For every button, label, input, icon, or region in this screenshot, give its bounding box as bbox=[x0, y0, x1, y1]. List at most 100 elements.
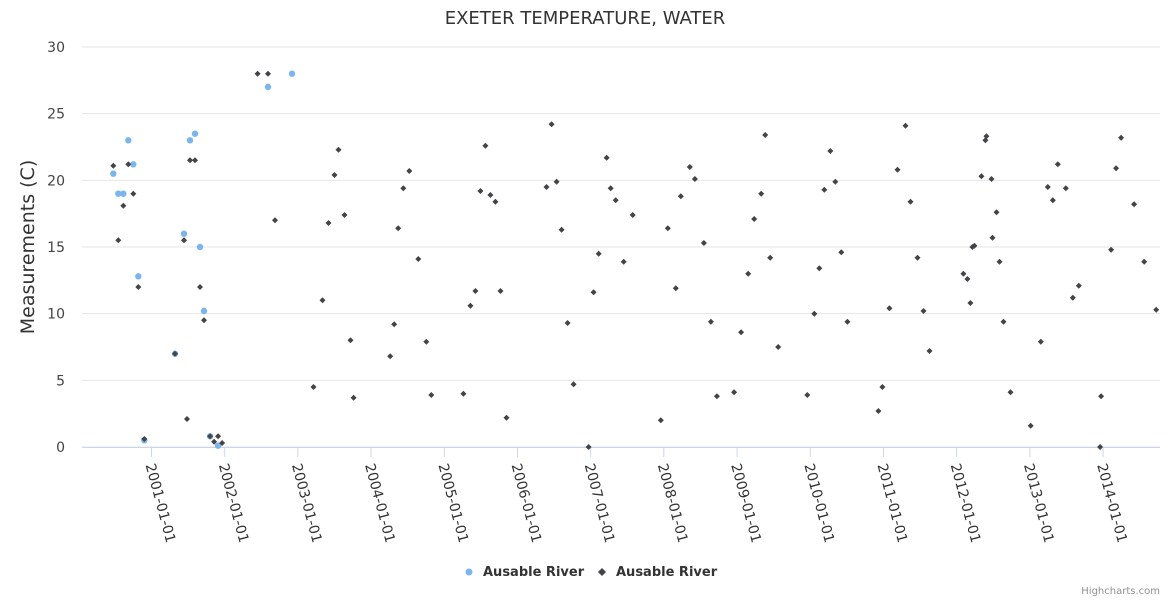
data-point[interactable] bbox=[482, 142, 489, 149]
data-point[interactable] bbox=[993, 209, 1000, 216]
data-point[interactable] bbox=[1027, 422, 1034, 429]
data-point[interactable] bbox=[400, 185, 407, 192]
data-point[interactable] bbox=[1062, 185, 1069, 192]
data-point[interactable] bbox=[548, 121, 555, 128]
data-point[interactable] bbox=[894, 166, 901, 173]
data-point[interactable] bbox=[811, 310, 818, 317]
data-point[interactable] bbox=[989, 234, 996, 241]
data-point[interactable] bbox=[467, 302, 474, 309]
data-point[interactable] bbox=[603, 154, 610, 161]
data-point[interactable] bbox=[629, 212, 636, 218]
data-point[interactable] bbox=[607, 185, 614, 192]
data-point[interactable] bbox=[775, 344, 782, 350]
data-point[interactable] bbox=[1000, 318, 1007, 325]
data-point[interactable] bbox=[751, 216, 758, 222]
data-point[interactable] bbox=[120, 190, 127, 197]
data-point[interactable] bbox=[187, 157, 193, 164]
data-point[interactable] bbox=[503, 414, 510, 421]
data-point[interactable] bbox=[713, 393, 720, 400]
data-point[interactable] bbox=[595, 250, 602, 257]
data-point[interactable] bbox=[564, 320, 571, 326]
data-point[interactable] bbox=[125, 161, 132, 168]
data-point[interactable] bbox=[460, 390, 467, 397]
data-point[interactable] bbox=[395, 225, 402, 232]
data-point[interactable] bbox=[1108, 246, 1115, 253]
data-point[interactable] bbox=[115, 237, 122, 244]
data-point[interactable] bbox=[570, 381, 577, 388]
data-point[interactable] bbox=[115, 190, 122, 197]
data-point[interactable] bbox=[672, 285, 679, 292]
data-point[interactable] bbox=[191, 130, 199, 137]
data-point[interactable] bbox=[914, 254, 921, 261]
data-point[interactable] bbox=[978, 173, 985, 180]
data-point[interactable] bbox=[1118, 134, 1125, 141]
data-point[interactable] bbox=[1049, 197, 1056, 204]
data-point[interactable] bbox=[1098, 393, 1105, 400]
credits[interactable]: Highcharts.com bbox=[1081, 586, 1160, 597]
data-point[interactable] bbox=[120, 202, 127, 209]
data-point[interactable] bbox=[1044, 184, 1051, 190]
data-point[interactable] bbox=[686, 164, 693, 170]
data-point[interactable] bbox=[838, 249, 845, 256]
data-point[interactable] bbox=[827, 148, 834, 154]
data-point[interactable] bbox=[620, 258, 627, 265]
data-point[interactable] bbox=[288, 70, 296, 77]
data-point[interactable] bbox=[1131, 201, 1138, 208]
data-point[interactable] bbox=[745, 270, 752, 277]
data-point[interactable] bbox=[211, 438, 218, 445]
data-point[interactable] bbox=[325, 220, 332, 226]
data-point[interactable] bbox=[612, 197, 619, 204]
data-point[interactable] bbox=[172, 350, 178, 357]
data-point[interactable] bbox=[996, 258, 1003, 265]
data-point[interactable] bbox=[186, 137, 194, 144]
data-point[interactable] bbox=[844, 318, 851, 325]
data-point[interactable] bbox=[988, 176, 995, 182]
data-point[interactable] bbox=[707, 318, 714, 325]
data-point[interactable] bbox=[558, 226, 565, 233]
data-point[interactable] bbox=[553, 178, 560, 185]
data-point[interactable] bbox=[832, 178, 839, 185]
data-point[interactable] bbox=[391, 321, 398, 328]
data-point[interactable] bbox=[902, 122, 909, 129]
data-point[interactable] bbox=[207, 433, 214, 440]
data-point[interactable] bbox=[200, 307, 208, 315]
legend-item-1[interactable]: Ausable River bbox=[465, 565, 585, 580]
data-point[interactable] bbox=[967, 300, 974, 306]
data-point[interactable] bbox=[130, 161, 137, 168]
data-point[interactable] bbox=[135, 273, 142, 280]
legend[interactable]: Ausable River Ausable River bbox=[465, 565, 718, 580]
data-point[interactable] bbox=[219, 440, 226, 446]
data-point[interactable] bbox=[1153, 306, 1160, 313]
data-point[interactable] bbox=[272, 217, 278, 224]
data-point[interactable] bbox=[920, 308, 927, 314]
data-point[interactable] bbox=[110, 170, 117, 177]
data-point[interactable] bbox=[180, 230, 188, 237]
data-point[interactable] bbox=[125, 137, 132, 144]
data-point[interactable] bbox=[406, 168, 413, 174]
data-point[interactable] bbox=[1069, 294, 1076, 301]
data-point[interactable] bbox=[181, 237, 187, 244]
data-point[interactable] bbox=[1075, 282, 1082, 289]
data-point[interactable] bbox=[960, 270, 967, 277]
data-point[interactable] bbox=[192, 157, 198, 164]
data-point[interactable] bbox=[731, 389, 738, 396]
data-point[interactable] bbox=[657, 417, 664, 424]
series-dark[interactable] bbox=[110, 70, 1160, 450]
data-point[interactable] bbox=[310, 384, 317, 390]
data-point[interactable] bbox=[331, 172, 338, 178]
data-point[interactable] bbox=[341, 212, 348, 218]
data-point[interactable] bbox=[184, 416, 190, 422]
data-point[interactable] bbox=[423, 338, 430, 345]
data-point[interactable] bbox=[487, 192, 494, 198]
data-point[interactable] bbox=[767, 254, 774, 261]
data-point[interactable] bbox=[1037, 338, 1044, 345]
data-point[interactable] bbox=[350, 394, 357, 401]
data-point[interactable] bbox=[135, 284, 142, 290]
data-point[interactable] bbox=[1007, 389, 1014, 396]
data-point[interactable] bbox=[816, 265, 823, 272]
data-point[interactable] bbox=[700, 240, 707, 246]
data-point[interactable] bbox=[214, 442, 222, 449]
data-point[interactable] bbox=[428, 392, 435, 398]
data-point[interactable] bbox=[196, 243, 204, 251]
data-point[interactable] bbox=[477, 188, 484, 194]
